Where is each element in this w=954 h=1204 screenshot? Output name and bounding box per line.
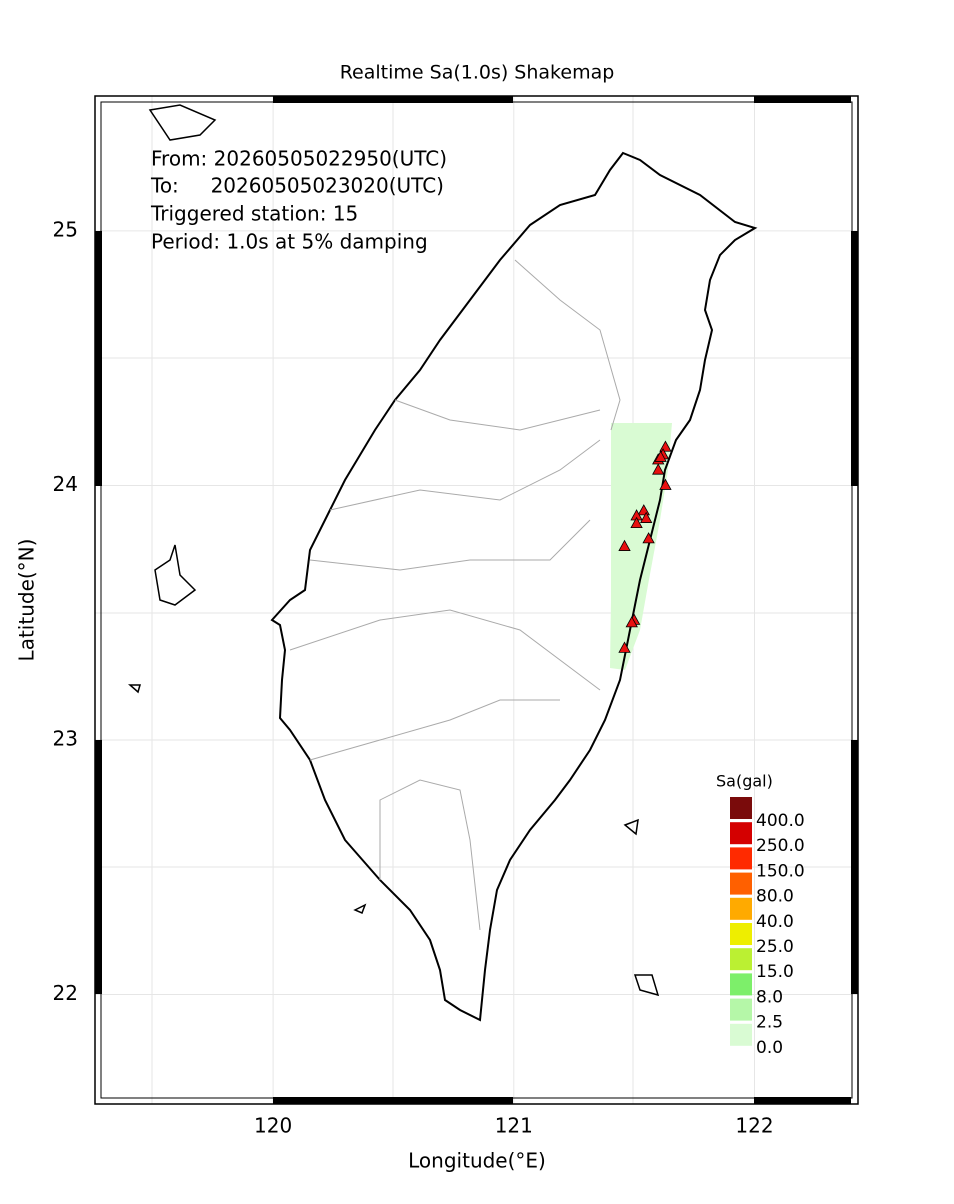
station (659, 478, 672, 490)
legend-swatch (730, 797, 752, 819)
legend-swatch (730, 847, 752, 870)
shaded-area (610, 423, 672, 670)
info-stations: Triggered station: 15 (150, 202, 358, 226)
legend-title: Sa(gal) (716, 772, 773, 791)
legend-swatch (730, 923, 752, 945)
station (652, 463, 665, 475)
county-lines (289, 259, 621, 931)
legend-label: 15.0 (756, 962, 794, 982)
legend-swatch (730, 948, 752, 971)
station (618, 641, 631, 653)
y-tick-label: 23 (53, 727, 78, 751)
legend-label: 25.0 (756, 937, 794, 957)
legend-swatch (730, 998, 752, 1021)
frame (94, 95, 859, 1105)
coastline (270, 151, 758, 1022)
legend-label: 8.0 (756, 987, 783, 1007)
station (642, 532, 655, 544)
station (630, 516, 643, 529)
legend-swatch (730, 872, 752, 895)
station (618, 539, 631, 551)
legend-swatch (730, 1023, 752, 1046)
x-tick-label: 120 (254, 1114, 292, 1138)
grid (95, 96, 858, 1104)
legend-swatch (730, 973, 752, 996)
legend-swatch (730, 822, 752, 845)
x-axis-label: Longitude(°E) (408, 1149, 546, 1173)
info-to: To: 20260505023020(UTC) (150, 174, 444, 198)
legend-label: 0.0 (756, 1038, 783, 1058)
legend-label: 400.0 (756, 811, 805, 831)
y-tick-label: 25 (53, 217, 78, 241)
legend-label: 250.0 (756, 836, 805, 856)
y-axis-label: Latitude(°N) (15, 539, 39, 662)
y-tick-label: 22 (53, 981, 78, 1005)
legend-label: 80.0 (756, 887, 794, 907)
x-tick-label: 122 (735, 1114, 773, 1138)
info-period: Period: 1.0s at 5% damping (151, 230, 428, 254)
legend-swatch (730, 897, 752, 920)
map-title: Realtime Sa(1.0s) Shakemap (340, 62, 615, 84)
y-tick-label: 24 (53, 472, 78, 496)
station (625, 616, 638, 628)
legend-label: 40.0 (756, 912, 794, 932)
legend-label: 150.0 (756, 861, 805, 881)
x-tick-label: 121 (495, 1114, 533, 1138)
station (654, 450, 667, 462)
legend-label: 2.5 (756, 1013, 783, 1033)
station (640, 511, 653, 523)
info-from: From: 20260505022950(UTC) (151, 147, 447, 171)
islands (128, 104, 660, 997)
